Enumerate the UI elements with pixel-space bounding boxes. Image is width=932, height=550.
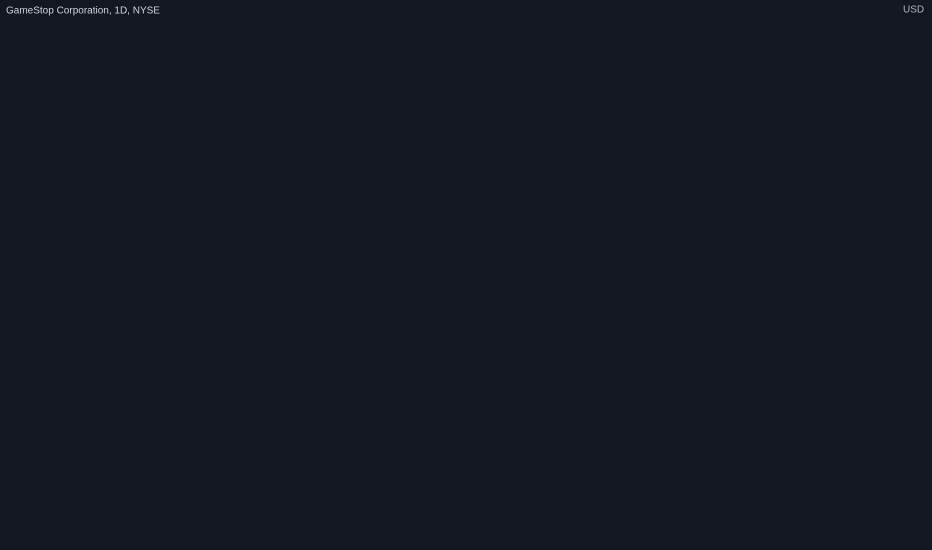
- chart-title: GameStop Corporation, 1D, NYSE: [6, 6, 160, 17]
- currency-label: USD: [903, 5, 924, 16]
